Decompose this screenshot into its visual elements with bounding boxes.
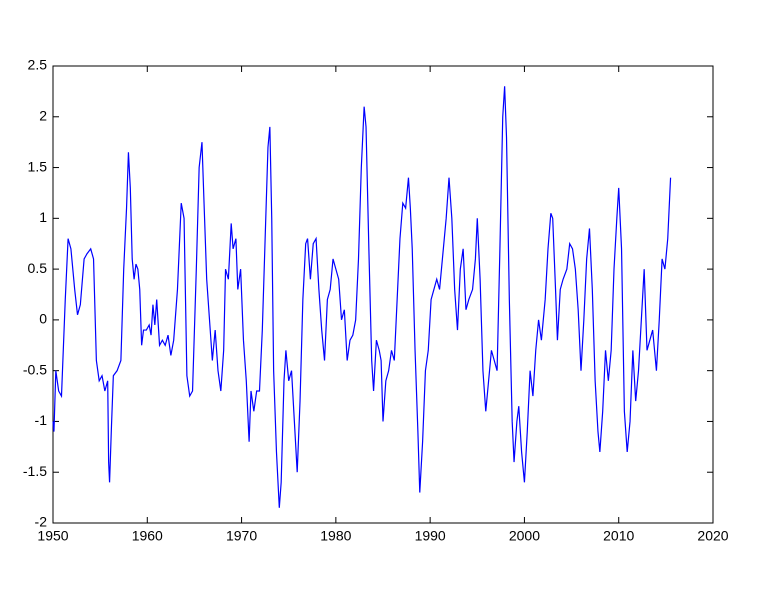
x-tick-label: 2010 bbox=[603, 528, 634, 544]
y-tick-label: 2 bbox=[39, 107, 47, 123]
y-tick-label: -0.5 bbox=[23, 361, 47, 377]
data-line bbox=[52, 86, 672, 508]
x-tick-label: 1950 bbox=[37, 528, 68, 544]
x-tick-label: 2020 bbox=[697, 528, 728, 544]
x-tick-label: 1960 bbox=[132, 528, 163, 544]
y-tick-label: 1 bbox=[39, 209, 47, 225]
x-tick-label: 2000 bbox=[509, 528, 540, 544]
x-tick-label: 1990 bbox=[415, 528, 446, 544]
y-tick-label: 0.5 bbox=[28, 260, 48, 276]
plot-frame bbox=[52, 65, 714, 524]
y-tick-label: -1.5 bbox=[23, 463, 47, 479]
y-tick-label: 2.5 bbox=[28, 57, 48, 73]
x-tick-label: 1970 bbox=[226, 528, 257, 544]
y-tick-label: 0 bbox=[39, 311, 47, 327]
y-tick-label: -1 bbox=[35, 412, 48, 428]
y-tick-label: 1.5 bbox=[28, 158, 48, 174]
y-tick-label: -2 bbox=[35, 514, 48, 530]
x-tick-label: 1980 bbox=[320, 528, 351, 544]
